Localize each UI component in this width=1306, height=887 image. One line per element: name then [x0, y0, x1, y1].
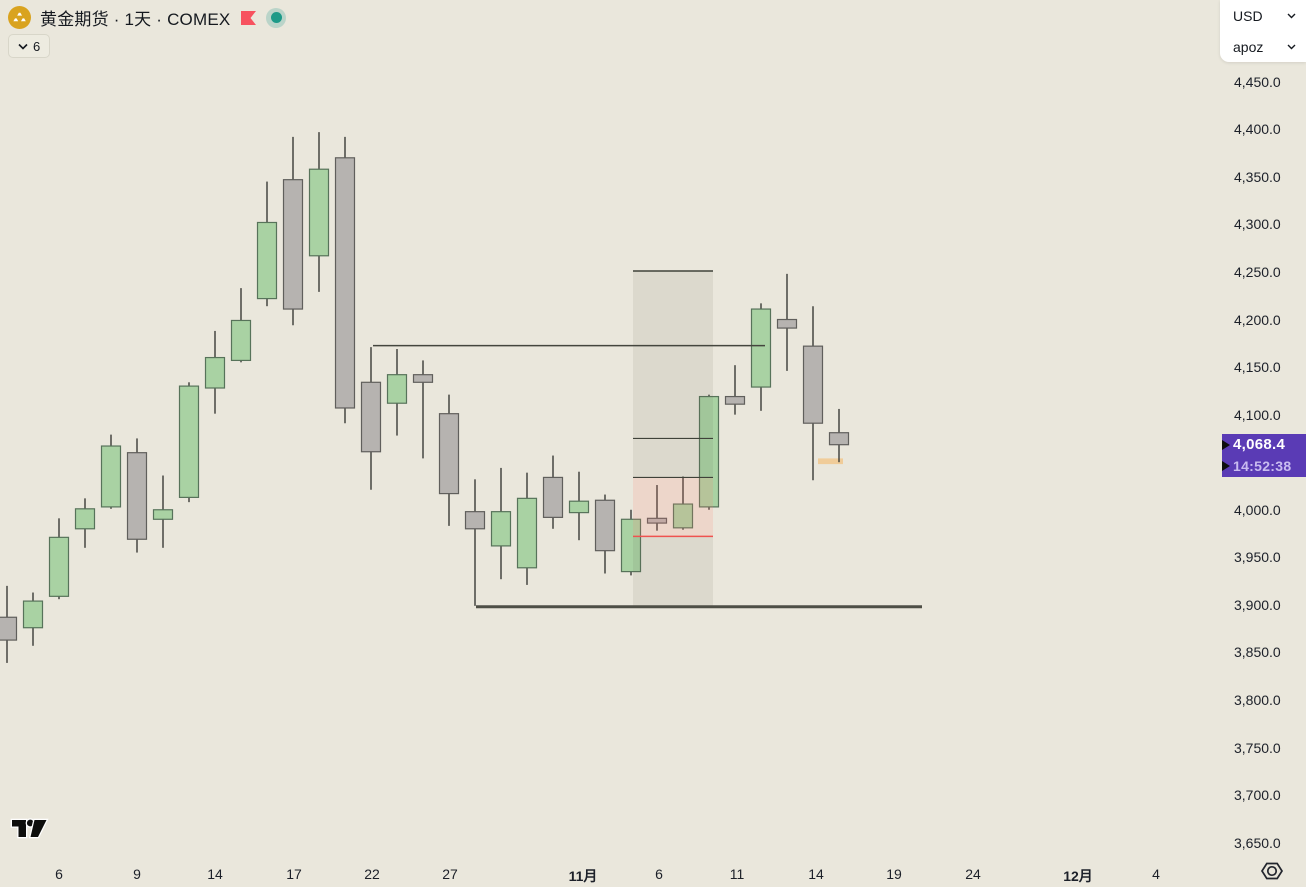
collapse-count: 6: [33, 38, 41, 54]
candle-body-10-07: [74, 508, 96, 530]
candle-body-10-24: [412, 374, 434, 383]
collapse-toolbar-button[interactable]: 6: [8, 34, 51, 58]
gold-symbol-icon: [8, 6, 31, 29]
candle-body-10-20: [308, 168, 330, 257]
chevron-down-icon: [1287, 44, 1296, 49]
candle-body-10-29: [490, 511, 512, 547]
range-box-zone[interactable]: [633, 536, 713, 607]
range-box-zone[interactable]: [633, 270, 713, 478]
candle-body-10-08: [100, 445, 122, 508]
axis-settings-icon[interactable]: [1260, 860, 1285, 887]
candle-body-11-06: [646, 517, 668, 524]
candle-body-11-12: [750, 308, 772, 388]
chevron-down-icon: [18, 43, 28, 50]
candle-body-10-15: [230, 319, 252, 362]
bar-countdown: 14:52:38: [1233, 458, 1292, 475]
currency-select[interactable]: USD: [1220, 0, 1306, 31]
candle-body-10-14: [204, 356, 226, 389]
unit-select[interactable]: apoz: [1220, 31, 1306, 62]
tradingview-logo-icon: [8, 813, 50, 846]
candle-body-10-09: [126, 452, 148, 540]
market-status-icon: [266, 7, 287, 28]
candle-body-11-07: [672, 503, 694, 529]
gold-bars-glyph: [13, 12, 26, 22]
candle-body-11-03: [568, 500, 590, 514]
candle-body-11-13: [776, 318, 798, 329]
price-marker-arrow-icon: [1222, 439, 1230, 450]
candle-body-11-11: [724, 395, 746, 405]
currency-value: USD: [1233, 7, 1263, 24]
candle-body-10-21: [334, 157, 356, 409]
unit-value: apoz: [1233, 38, 1264, 55]
candle-body-11-10: [698, 395, 720, 508]
candle-body-10-31: [542, 476, 564, 518]
last-price-value: 4,068.4: [1233, 436, 1286, 454]
candle-body-11-04: [594, 499, 616, 552]
candle-body-11-14: [802, 345, 824, 424]
candle-body-10-02: [0, 616, 18, 641]
candle-body-11-17: [828, 432, 850, 446]
last-price-badge: 4,068.4 14:52:38: [1222, 433, 1306, 477]
candle-body-10-22: [360, 381, 382, 453]
candle-body-10-03: [22, 600, 44, 629]
flag-icon[interactable]: [239, 9, 257, 27]
candle-body-11-05: [620, 518, 642, 573]
candle-body-10-30: [516, 497, 538, 569]
chevron-down-icon: [1287, 13, 1296, 18]
candle-body-10-23: [386, 374, 408, 404]
symbol-title: 黄金期货 · 1天 · COMEX: [40, 10, 231, 29]
candle-body-10-10: [152, 509, 174, 520]
candle-body-10-13: [178, 385, 200, 498]
candle-body-10-27: [438, 413, 460, 495]
countdown-marker-arrow-icon: [1222, 460, 1230, 471]
candle-body-10-28: [464, 511, 486, 530]
highlight-marker[interactable]: [818, 458, 843, 465]
candle-body-10-17: [282, 179, 304, 310]
range-box-zone[interactable]: [633, 477, 713, 537]
candle-body-10-06: [48, 536, 70, 597]
currency-unit-panel: USD apoz: [1220, 0, 1306, 62]
candle-body-10-16: [256, 221, 278, 300]
chart-header: 黄金期货 · 1天 · COMEX: [8, 5, 287, 30]
